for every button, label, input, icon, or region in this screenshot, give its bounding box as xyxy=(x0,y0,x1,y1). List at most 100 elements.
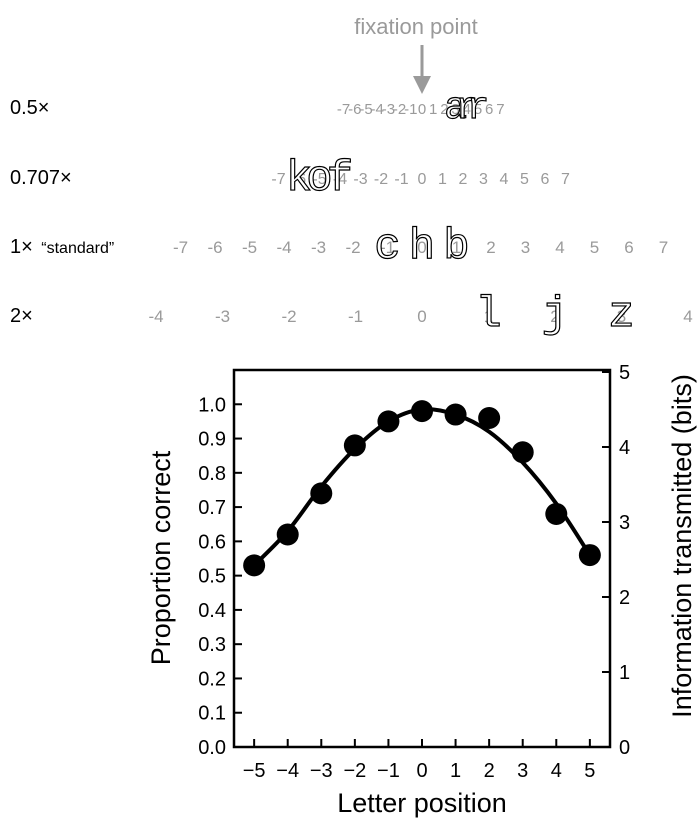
y2-tick-label: 4 xyxy=(619,437,630,459)
data-point xyxy=(545,502,568,525)
trigram-letter: j xyxy=(542,290,568,340)
x-tick-label: 1 xyxy=(450,760,461,782)
position-number: 4 xyxy=(500,171,509,188)
position-number: 4 xyxy=(555,238,564,257)
x-tick-label: −5 xyxy=(243,760,266,782)
position-number: -5 xyxy=(359,101,372,118)
trigram-letter: r xyxy=(455,87,478,130)
position-number: -2 xyxy=(281,307,296,326)
position-number: -1 xyxy=(348,307,363,326)
position-number: 1 xyxy=(429,101,437,118)
position-number: -3 xyxy=(215,307,230,326)
fixation-arrow xyxy=(413,45,431,94)
data-point xyxy=(511,441,534,464)
data-point xyxy=(411,400,433,423)
trigram-letter: r xyxy=(467,87,490,130)
fit-curve xyxy=(252,407,592,567)
position-number: -2 xyxy=(374,171,388,188)
y-tick-label: 1.0 xyxy=(198,394,226,416)
position-number: 3 xyxy=(521,238,530,257)
position-number: 3 xyxy=(617,307,626,326)
data-point xyxy=(276,523,299,546)
x-tick-label: 4 xyxy=(551,760,562,782)
position-number: -3 xyxy=(353,171,367,188)
y2-tick-label: 0 xyxy=(619,737,630,759)
row-label-0.5x: 0.5× xyxy=(10,97,49,119)
position-number: 6 xyxy=(541,171,550,188)
x-tick-label: 5 xyxy=(584,760,595,782)
stimulus-row: -7-6-5-4-3-2-1 0 1 2 3 4 5 6 7 arr xyxy=(337,86,505,130)
position-number: 0 xyxy=(417,238,426,257)
y-tick-label: 0.9 xyxy=(198,429,226,451)
position-number: -1 xyxy=(380,238,395,257)
data-point xyxy=(243,554,266,577)
position-number: 2 xyxy=(550,307,559,326)
position-number: 2 xyxy=(440,101,448,118)
position-number: -1 xyxy=(404,101,417,118)
y-tick-label: 0.3 xyxy=(198,634,226,656)
x-tick-label: −2 xyxy=(343,760,366,782)
position-number: 5 xyxy=(520,171,529,188)
stimulus-row: -7 -6 -5 -4 -3 -2 -1 0 1 2 3 4 5 6 7 kof xyxy=(271,153,570,204)
position-number: -2 xyxy=(393,101,406,118)
trigram-letter: k xyxy=(286,154,312,204)
position-number: -1 xyxy=(394,171,408,188)
y-tick-label: 0.8 xyxy=(198,463,226,485)
trigram-letter: l xyxy=(475,290,501,340)
position-number: 7 xyxy=(659,238,668,257)
position-number: 6 xyxy=(624,238,633,257)
x-tick-label: 0 xyxy=(416,760,427,782)
trigram-letter: c xyxy=(374,222,400,272)
position-number: -4 xyxy=(333,171,347,188)
fixation-label: fixation point xyxy=(354,14,478,39)
position-number: -6 xyxy=(348,101,361,118)
row-label-0.707x: 0.707× xyxy=(10,167,72,189)
position-number: -4 xyxy=(371,101,384,118)
trigram-letter: b xyxy=(443,222,469,272)
position-number: 7 xyxy=(561,171,570,188)
trigram-letter: f xyxy=(327,154,353,204)
stimulus-row: -4 -3 -2 -1 0 1 2 3 4 l j z xyxy=(148,289,692,340)
y-tick-label: 0.4 xyxy=(198,600,226,622)
data-point xyxy=(310,482,333,505)
y-tick-label: 0.2 xyxy=(198,668,226,690)
stimulus-row: -7 -6 -5 -4 -3 -2 -1 0 1 2 3 4 5 6 7 c h b xyxy=(173,221,668,272)
position-number: -7 xyxy=(271,171,285,188)
y-axis-title: Proportion correct xyxy=(146,450,176,665)
position-number: 5 xyxy=(474,101,482,118)
data-point xyxy=(377,410,400,433)
x-tick-label: −3 xyxy=(310,760,333,782)
row-label-1x-main: 1× xyxy=(10,236,33,258)
position-number: 0 xyxy=(418,101,426,118)
position-number: -5 xyxy=(312,171,326,188)
trigram-letter: o xyxy=(306,154,332,204)
plot-frame xyxy=(232,368,612,749)
position-number: -2 xyxy=(345,238,360,257)
position-number: -5 xyxy=(242,238,257,257)
row-label-1x-sub: “standard” xyxy=(41,240,114,257)
position-number: 1 xyxy=(484,307,493,326)
y-tick-label: 0.1 xyxy=(198,703,226,725)
position-number: 7 xyxy=(496,101,504,118)
x-tick-label: −4 xyxy=(276,760,299,782)
x-tick-label: 3 xyxy=(517,760,528,782)
position-number: 6 xyxy=(485,101,493,118)
y-tick-label: 0.0 xyxy=(198,737,226,759)
position-number: 5 xyxy=(590,238,599,257)
position-number: -7 xyxy=(337,101,350,118)
x-tick-label: 2 xyxy=(484,760,495,782)
x-tick-label: −1 xyxy=(377,760,400,782)
position-number: -3 xyxy=(311,238,326,257)
data-point xyxy=(478,406,501,429)
position-number: -3 xyxy=(382,101,395,118)
position-number: 1 xyxy=(452,238,461,257)
position-number: -4 xyxy=(148,307,163,326)
y-tick-label: 0.7 xyxy=(198,497,226,519)
row-label-2x: 2× xyxy=(10,305,33,327)
position-number: 2 xyxy=(486,238,495,257)
trigram-letter: z xyxy=(608,290,634,340)
y2-tick-label: 3 xyxy=(619,512,630,534)
position-number: -7 xyxy=(173,238,188,257)
